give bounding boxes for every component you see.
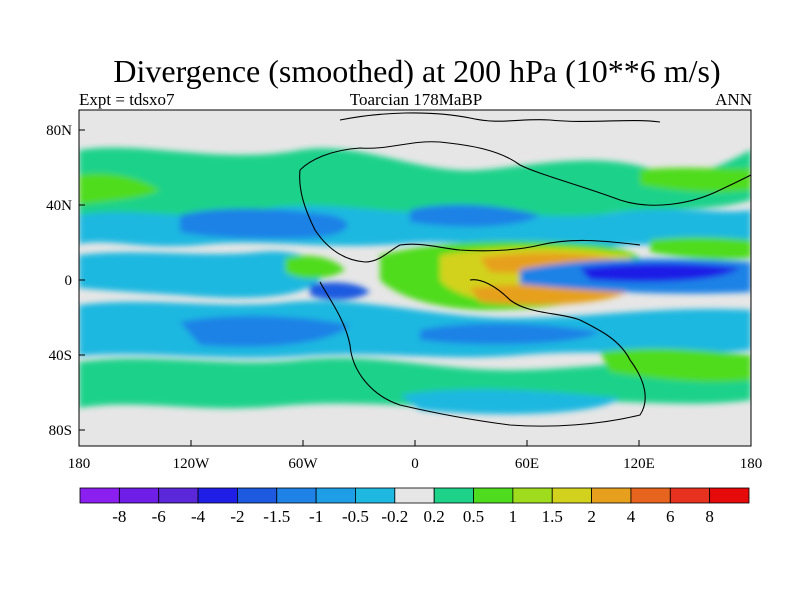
colorbar-label: 1: [509, 507, 518, 526]
green-lobe-east: [650, 237, 751, 260]
colorbar-box: [237, 487, 278, 504]
colorbar-box: [118, 487, 160, 504]
latitude-axis: 80N 40N 0 40S 80S: [46, 123, 85, 439]
plot-title: Divergence (smoothed) at 200 hPa (10**6 …: [113, 53, 721, 89]
blue-core-south2: [420, 323, 600, 345]
lon-tick-label: 60E: [515, 456, 539, 472]
colorbar-label: -1.5: [263, 507, 290, 526]
lon-tick-label: 120E: [623, 456, 655, 472]
colorbar-label: 0.2: [424, 507, 445, 526]
coastline-gondwana: [319, 279, 646, 427]
colorbar-box: [315, 487, 356, 504]
colorbar-box: [394, 487, 435, 504]
lat-tick-label: 40N: [46, 198, 72, 214]
coastline-laurasia: [299, 141, 751, 263]
lon-tick-label: 0: [411, 456, 419, 472]
colorbar-label: 8: [705, 507, 714, 526]
blue-core-north: [180, 208, 348, 239]
lat-tick-label: 80S: [49, 423, 72, 439]
colorbar-box: [591, 487, 632, 504]
blue-core-americas: [310, 282, 370, 300]
colorbar-labels: -8 -6 -4 -2 -1.5 -1 -0.5 -0.2 0.2 0.5 1 1.5 2 4 6 8: [112, 507, 714, 526]
lon-tick-label: 180: [740, 456, 763, 472]
colorbar-label: 0.5: [463, 507, 484, 526]
green-patch-north: [79, 173, 160, 205]
green-patch-south: [600, 348, 751, 382]
colorbar-label: -4: [191, 507, 206, 526]
colorbar-box: [197, 487, 238, 504]
contour-field: [79, 110, 751, 446]
lat-tick-label: 0: [65, 273, 73, 289]
lat-tick-label: 80N: [46, 123, 72, 139]
coastlines: [299, 112, 751, 427]
period-label: Toarcian 178MaBP: [349, 90, 483, 109]
colorbar-box: [551, 487, 592, 504]
colorbar-label: -0.2: [381, 507, 408, 526]
green-patch-ne: [640, 167, 751, 193]
contour-blobs: [79, 147, 751, 415]
colorbar-box: [669, 487, 711, 504]
colorbar-box: [512, 487, 553, 504]
colorbar-box: [473, 487, 514, 504]
cyan-far-south: [400, 389, 620, 415]
colorbar-label: 2: [587, 507, 596, 526]
colorbar-box: [433, 487, 474, 504]
lon-tick-label: 60W: [288, 456, 318, 472]
colorbar-box: [630, 487, 671, 504]
lon-tick-label: 120W: [173, 456, 211, 472]
colorbar-label: -6: [152, 507, 166, 526]
colorbar-label: 6: [666, 507, 675, 526]
colorbar-label: -0.5: [342, 507, 369, 526]
season-label: ANN: [715, 90, 752, 109]
cyan-tropics-west: [79, 251, 322, 298]
colorbar-box: [79, 487, 120, 504]
colorbar-label: -8: [112, 507, 126, 526]
colorbar-label: -2: [230, 507, 244, 526]
blue-core-north2: [410, 204, 540, 227]
longitude-axis: 180 120W 60W 0 60E 120E 180: [68, 440, 763, 472]
colorbar-label: 4: [627, 507, 636, 526]
colorbar-box: [158, 487, 199, 504]
lat-tick-label: 40S: [49, 348, 72, 364]
colorbar-box: [709, 487, 750, 504]
deep-blue-core: [580, 263, 740, 282]
experiment-label: Expt = tdsxo7: [79, 90, 175, 109]
lon-tick-label: 180: [68, 456, 91, 472]
coastline-north: [339, 112, 661, 123]
colorbar-box: [355, 487, 396, 504]
divergence-map: 80N 40N 0 40S 80S 180 120W 60W 0 60E 120E 180: [46, 109, 763, 472]
green-patch-americas: [285, 255, 345, 279]
colorbar-boxes: [79, 487, 750, 504]
colorbar-box: [276, 487, 317, 504]
colorbar-label: 1.5: [542, 507, 563, 526]
colorbar-label: -1: [309, 507, 323, 526]
green-band-north: [79, 147, 751, 222]
blue-core-south: [180, 315, 350, 347]
